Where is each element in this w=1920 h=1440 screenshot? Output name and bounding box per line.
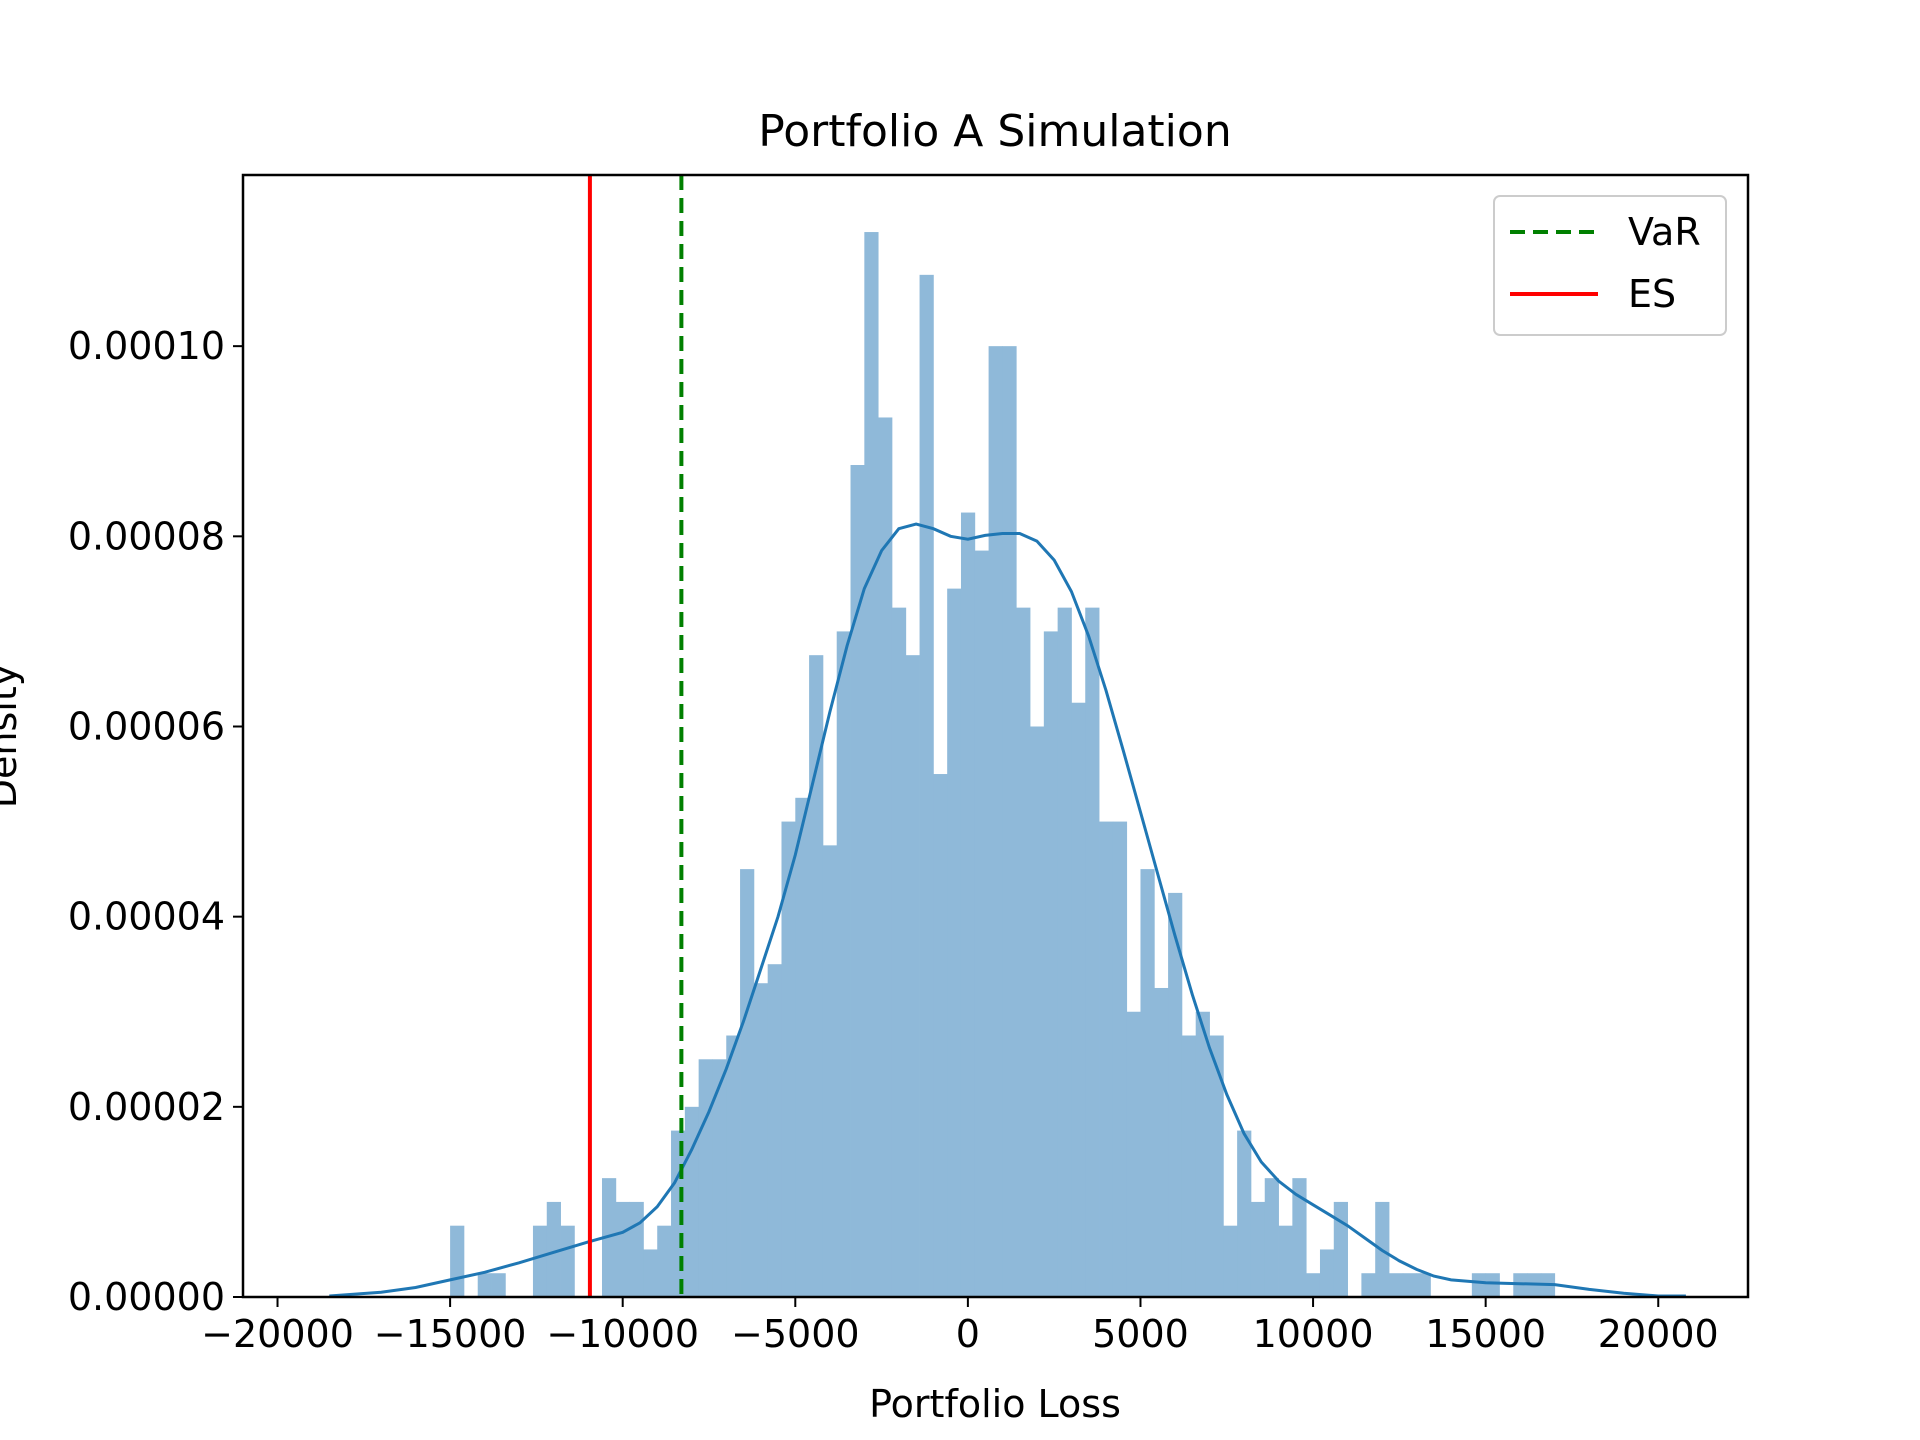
histogram-bar	[1485, 1273, 1500, 1297]
kde-curve	[329, 522, 1686, 1298]
histogram-bar	[864, 232, 879, 1298]
histogram-bar	[1264, 1178, 1279, 1297]
histogram-bar	[1112, 821, 1128, 1297]
reference-lines	[587, 175, 684, 1297]
chart-title: Portfolio A Simulation	[758, 106, 1231, 157]
histogram-bar	[560, 1225, 575, 1297]
histogram-bar	[546, 1201, 561, 1297]
histogram-bar	[905, 655, 920, 1297]
histogram-bar	[1361, 1273, 1376, 1297]
histogram-bar	[753, 983, 769, 1297]
x-tick-label: 15000	[1425, 1312, 1546, 1356]
histogram-bar	[781, 821, 796, 1297]
histogram-bar	[740, 869, 755, 1297]
histogram-bar	[1126, 1011, 1141, 1297]
histogram-bar	[974, 550, 989, 1297]
legend-es-label: ES	[1628, 272, 1676, 316]
y-axis-ticks: 0.00000 0.00002 0.00004 0.00006 0.00008 0.000…	[68, 324, 243, 1319]
histogram-bar	[919, 274, 934, 1297]
histogram-bar	[1223, 1225, 1238, 1297]
histogram-bar	[1154, 987, 1169, 1297]
histogram-bar	[1402, 1273, 1418, 1297]
y-tick-label: 0.00008	[68, 514, 225, 558]
histogram-bar	[1016, 607, 1031, 1297]
histogram-bar	[1195, 1011, 1210, 1297]
histogram-bar	[1071, 702, 1086, 1297]
histogram-bar	[878, 417, 893, 1298]
legend-var-label: VaR	[1628, 210, 1701, 254]
histogram-bar	[1168, 892, 1183, 1297]
y-tick-label: 0.00006	[68, 704, 225, 748]
histogram-bar	[1057, 607, 1072, 1297]
x-tick-label: 10000	[1253, 1312, 1374, 1356]
histogram-bar	[1237, 1130, 1252, 1297]
histogram-bar	[1043, 631, 1059, 1297]
histogram-bar	[1209, 1035, 1224, 1297]
histogram-bar	[491, 1273, 506, 1297]
histogram-bar	[836, 631, 851, 1297]
histogram-bar	[643, 1249, 658, 1297]
histogram-bar	[1333, 1201, 1348, 1297]
axes-frame	[241, 173, 1750, 1299]
histogram-bar	[1292, 1178, 1307, 1297]
histogram-bar	[477, 1273, 492, 1297]
histogram-bar	[988, 346, 1003, 1297]
histogram-bar	[1140, 869, 1155, 1297]
histogram-bars	[450, 232, 1556, 1298]
plot-area	[329, 175, 1686, 1298]
histogram-bar	[1099, 821, 1114, 1297]
x-tick-label: −10000	[546, 1312, 699, 1356]
histogram-bar	[933, 774, 948, 1297]
histogram-bar	[532, 1225, 548, 1297]
histogram-bar	[712, 1059, 727, 1297]
histogram-bar	[1416, 1273, 1431, 1297]
legend-box	[1493, 195, 1727, 336]
x-tick-label: 5000	[1092, 1312, 1189, 1356]
y-tick-label: 0.00010	[68, 324, 225, 368]
x-tick-label: −5000	[731, 1312, 860, 1356]
histogram-bar	[795, 797, 810, 1297]
histogram-bar	[698, 1059, 713, 1297]
y-tick-label: 0.00004	[68, 895, 225, 939]
histogram-bar	[450, 1225, 465, 1297]
histogram-bar	[1002, 346, 1017, 1297]
histogram-bar	[1030, 726, 1045, 1297]
histogram-bar	[726, 1035, 741, 1297]
x-tick-label: 20000	[1598, 1312, 1719, 1356]
y-axis-label: Density	[0, 664, 25, 808]
x-tick-label: 0	[956, 1312, 980, 1356]
histogram-bar	[657, 1225, 672, 1297]
histogram-bar	[767, 964, 782, 1297]
histogram-bar	[1319, 1249, 1335, 1297]
histogram-bar	[1181, 1035, 1197, 1297]
histogram-bar	[1306, 1273, 1321, 1297]
x-tick-label: −20000	[201, 1312, 354, 1356]
y-tick-label: 0.00000	[68, 1275, 225, 1319]
histogram-bar	[629, 1201, 644, 1297]
histogram-bar	[947, 588, 962, 1297]
histogram-bar	[1250, 1201, 1266, 1297]
histogram-bar	[1085, 607, 1100, 1297]
histogram-bar	[1471, 1273, 1487, 1297]
histogram-bar	[615, 1201, 631, 1297]
histogram-bar	[822, 845, 838, 1297]
x-axis-label: Portfolio Loss	[869, 1382, 1121, 1426]
histogram-bar	[1389, 1273, 1404, 1297]
histogram-bar	[850, 465, 865, 1297]
histogram-bar	[960, 512, 976, 1297]
histogram-bar	[1278, 1225, 1293, 1297]
histogram-bar	[809, 655, 824, 1297]
x-axis-ticks: −20000 −15000 −10000 −5000 0 5000 10000 15000 20…	[201, 1297, 1719, 1356]
histogram-bar	[891, 607, 907, 1297]
x-tick-label: −15000	[374, 1312, 527, 1356]
y-tick-label: 0.00002	[68, 1085, 225, 1129]
legend: VaR ES	[1493, 195, 1727, 336]
